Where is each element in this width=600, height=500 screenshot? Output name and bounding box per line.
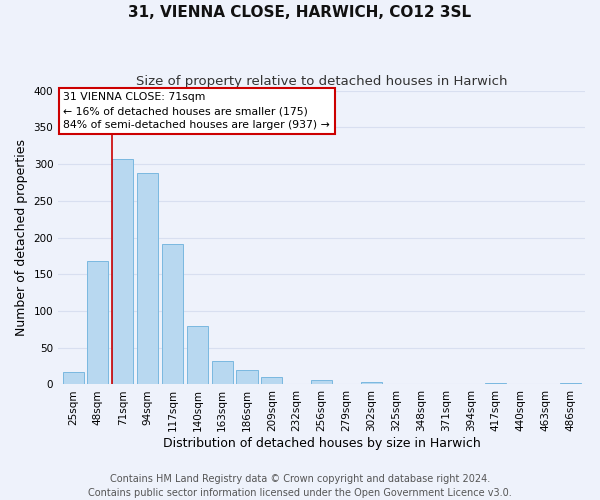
Bar [212, 361, 233, 384]
Bar [88, 261, 109, 384]
Text: 31, VIENNA CLOSE, HARWICH, CO12 3SL: 31, VIENNA CLOSE, HARWICH, CO12 3SL [128, 5, 472, 20]
Bar [311, 380, 332, 384]
Text: Contains HM Land Registry data © Crown copyright and database right 2024.
Contai: Contains HM Land Registry data © Crown c… [88, 474, 512, 498]
Bar [485, 383, 506, 384]
Title: Size of property relative to detached houses in Harwich: Size of property relative to detached ho… [136, 75, 508, 88]
Bar [361, 382, 382, 384]
Text: 31 VIENNA CLOSE: 71sqm
← 16% of detached houses are smaller (175)
84% of semi-de: 31 VIENNA CLOSE: 71sqm ← 16% of detached… [64, 92, 330, 130]
Bar [112, 159, 133, 384]
Bar [560, 383, 581, 384]
Bar [187, 326, 208, 384]
Y-axis label: Number of detached properties: Number of detached properties [15, 139, 28, 336]
Bar [137, 173, 158, 384]
Bar [262, 377, 283, 384]
Bar [236, 370, 257, 384]
Bar [62, 372, 83, 384]
X-axis label: Distribution of detached houses by size in Harwich: Distribution of detached houses by size … [163, 437, 481, 450]
Bar [162, 244, 183, 384]
